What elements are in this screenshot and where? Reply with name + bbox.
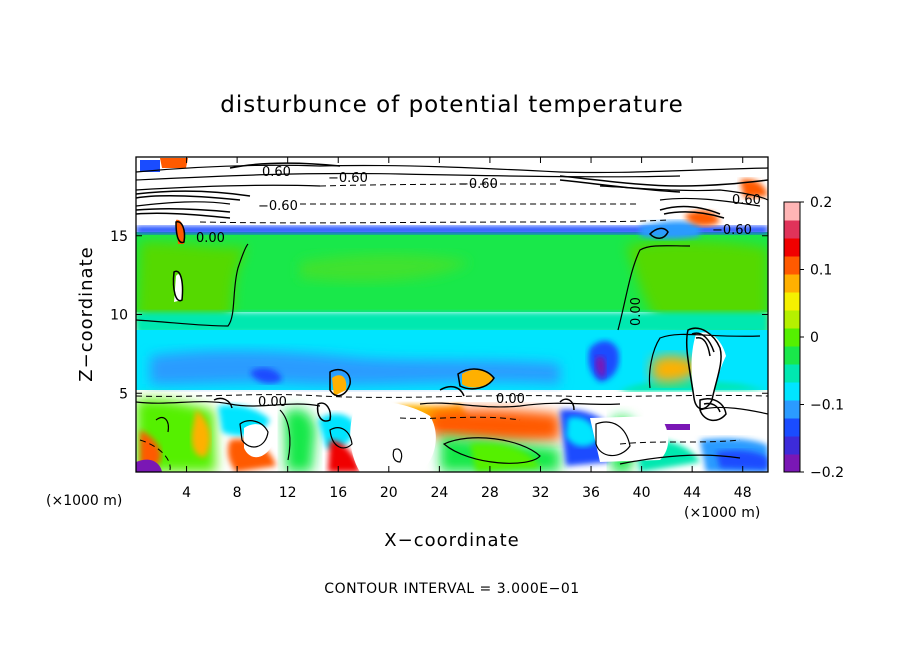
colorbar-swatch (784, 256, 800, 275)
colorbar-swatch (784, 274, 800, 293)
contour-label-group: 0.60 −0.60 −0.60 0.00 0.00 0.00 −0.60 0.… (196, 165, 761, 410)
colorbar-swatch (784, 238, 800, 257)
x-tick-label: 32 (532, 485, 550, 501)
x-axis-unit-right: (×1000 m) (684, 505, 760, 521)
x-tick-label: 20 (380, 485, 398, 501)
colorbar-swatch (784, 382, 800, 401)
contour-label: 0.00 (629, 297, 644, 326)
contour-label: −0.60 (328, 171, 368, 186)
colorbar-tick-label: 0.1 (810, 263, 832, 279)
colorbar-swatch (784, 202, 800, 221)
x-tick-label: 24 (430, 485, 448, 501)
colorbar-swatch (784, 454, 800, 473)
colorbar-swatch (784, 400, 800, 419)
colorbar-swatch (784, 220, 800, 239)
chart-title: disturbunce of potential temperature (220, 92, 684, 118)
x-tick-label: 4 (182, 485, 191, 501)
colorbar-swatch (784, 418, 800, 437)
colorbar-swatch (784, 292, 800, 311)
colorbar-tick-label: 0 (810, 330, 819, 346)
dense-contour-bands (136, 162, 768, 422)
colorbar-tick-label: 0.2 (810, 195, 832, 211)
y-tick-label: 15 (110, 229, 128, 245)
contour-lines (136, 164, 768, 465)
plot-area (136, 157, 768, 472)
x-tick-label: 40 (633, 485, 651, 501)
y-tick-label: 10 (110, 308, 128, 324)
dashed-contours (136, 183, 768, 471)
colorbar-swatch (784, 328, 800, 347)
contour-label: 0.00 (496, 392, 525, 407)
x-tick-label: 36 (582, 485, 600, 501)
contour-label: −0.60 (258, 199, 298, 214)
contour-label: −0.60 (712, 223, 752, 238)
contour-label: 0.00 (258, 395, 287, 410)
x-tick-label: 44 (683, 485, 701, 501)
x-tick-label: 16 (329, 485, 347, 501)
x-tick-label: 12 (279, 485, 297, 501)
colorbar-swatch (784, 310, 800, 329)
colorbar (783, 201, 801, 473)
contour-label: 0.00 (196, 231, 225, 246)
y-tick-label: 5 (119, 386, 128, 402)
colorbar-swatch (784, 364, 800, 383)
x-tick-label: 48 (734, 485, 752, 501)
contour-label: −0.60 (458, 177, 498, 192)
x-axis-unit-left: (×1000 m) (46, 493, 122, 509)
colorbar-swatch (784, 346, 800, 365)
y-axis-ticks: 5 10 15 (110, 229, 768, 402)
contour-label: 0.60 (262, 165, 291, 180)
colorbar-tick-label: −0.2 (810, 465, 844, 481)
colorbar-swatch (784, 436, 800, 455)
x-axis-ticks: 4 8 12 16 20 24 28 32 36 40 44 48 (182, 157, 752, 501)
x-tick-label: 28 (481, 485, 499, 501)
colorbar-ticks: 0.2 0.1 0 −0.1 −0.2 (800, 195, 844, 481)
x-axis-label: X−coordinate (384, 530, 519, 551)
y-axis-label: Z−coordinate (76, 246, 97, 381)
contour-interval-note: CONTOUR INTERVAL = 3.000E−01 (324, 581, 579, 597)
contour-label: 0.60 (732, 193, 761, 208)
x-tick-label: 8 (233, 485, 242, 501)
colorbar-tick-label: −0.1 (810, 398, 844, 414)
